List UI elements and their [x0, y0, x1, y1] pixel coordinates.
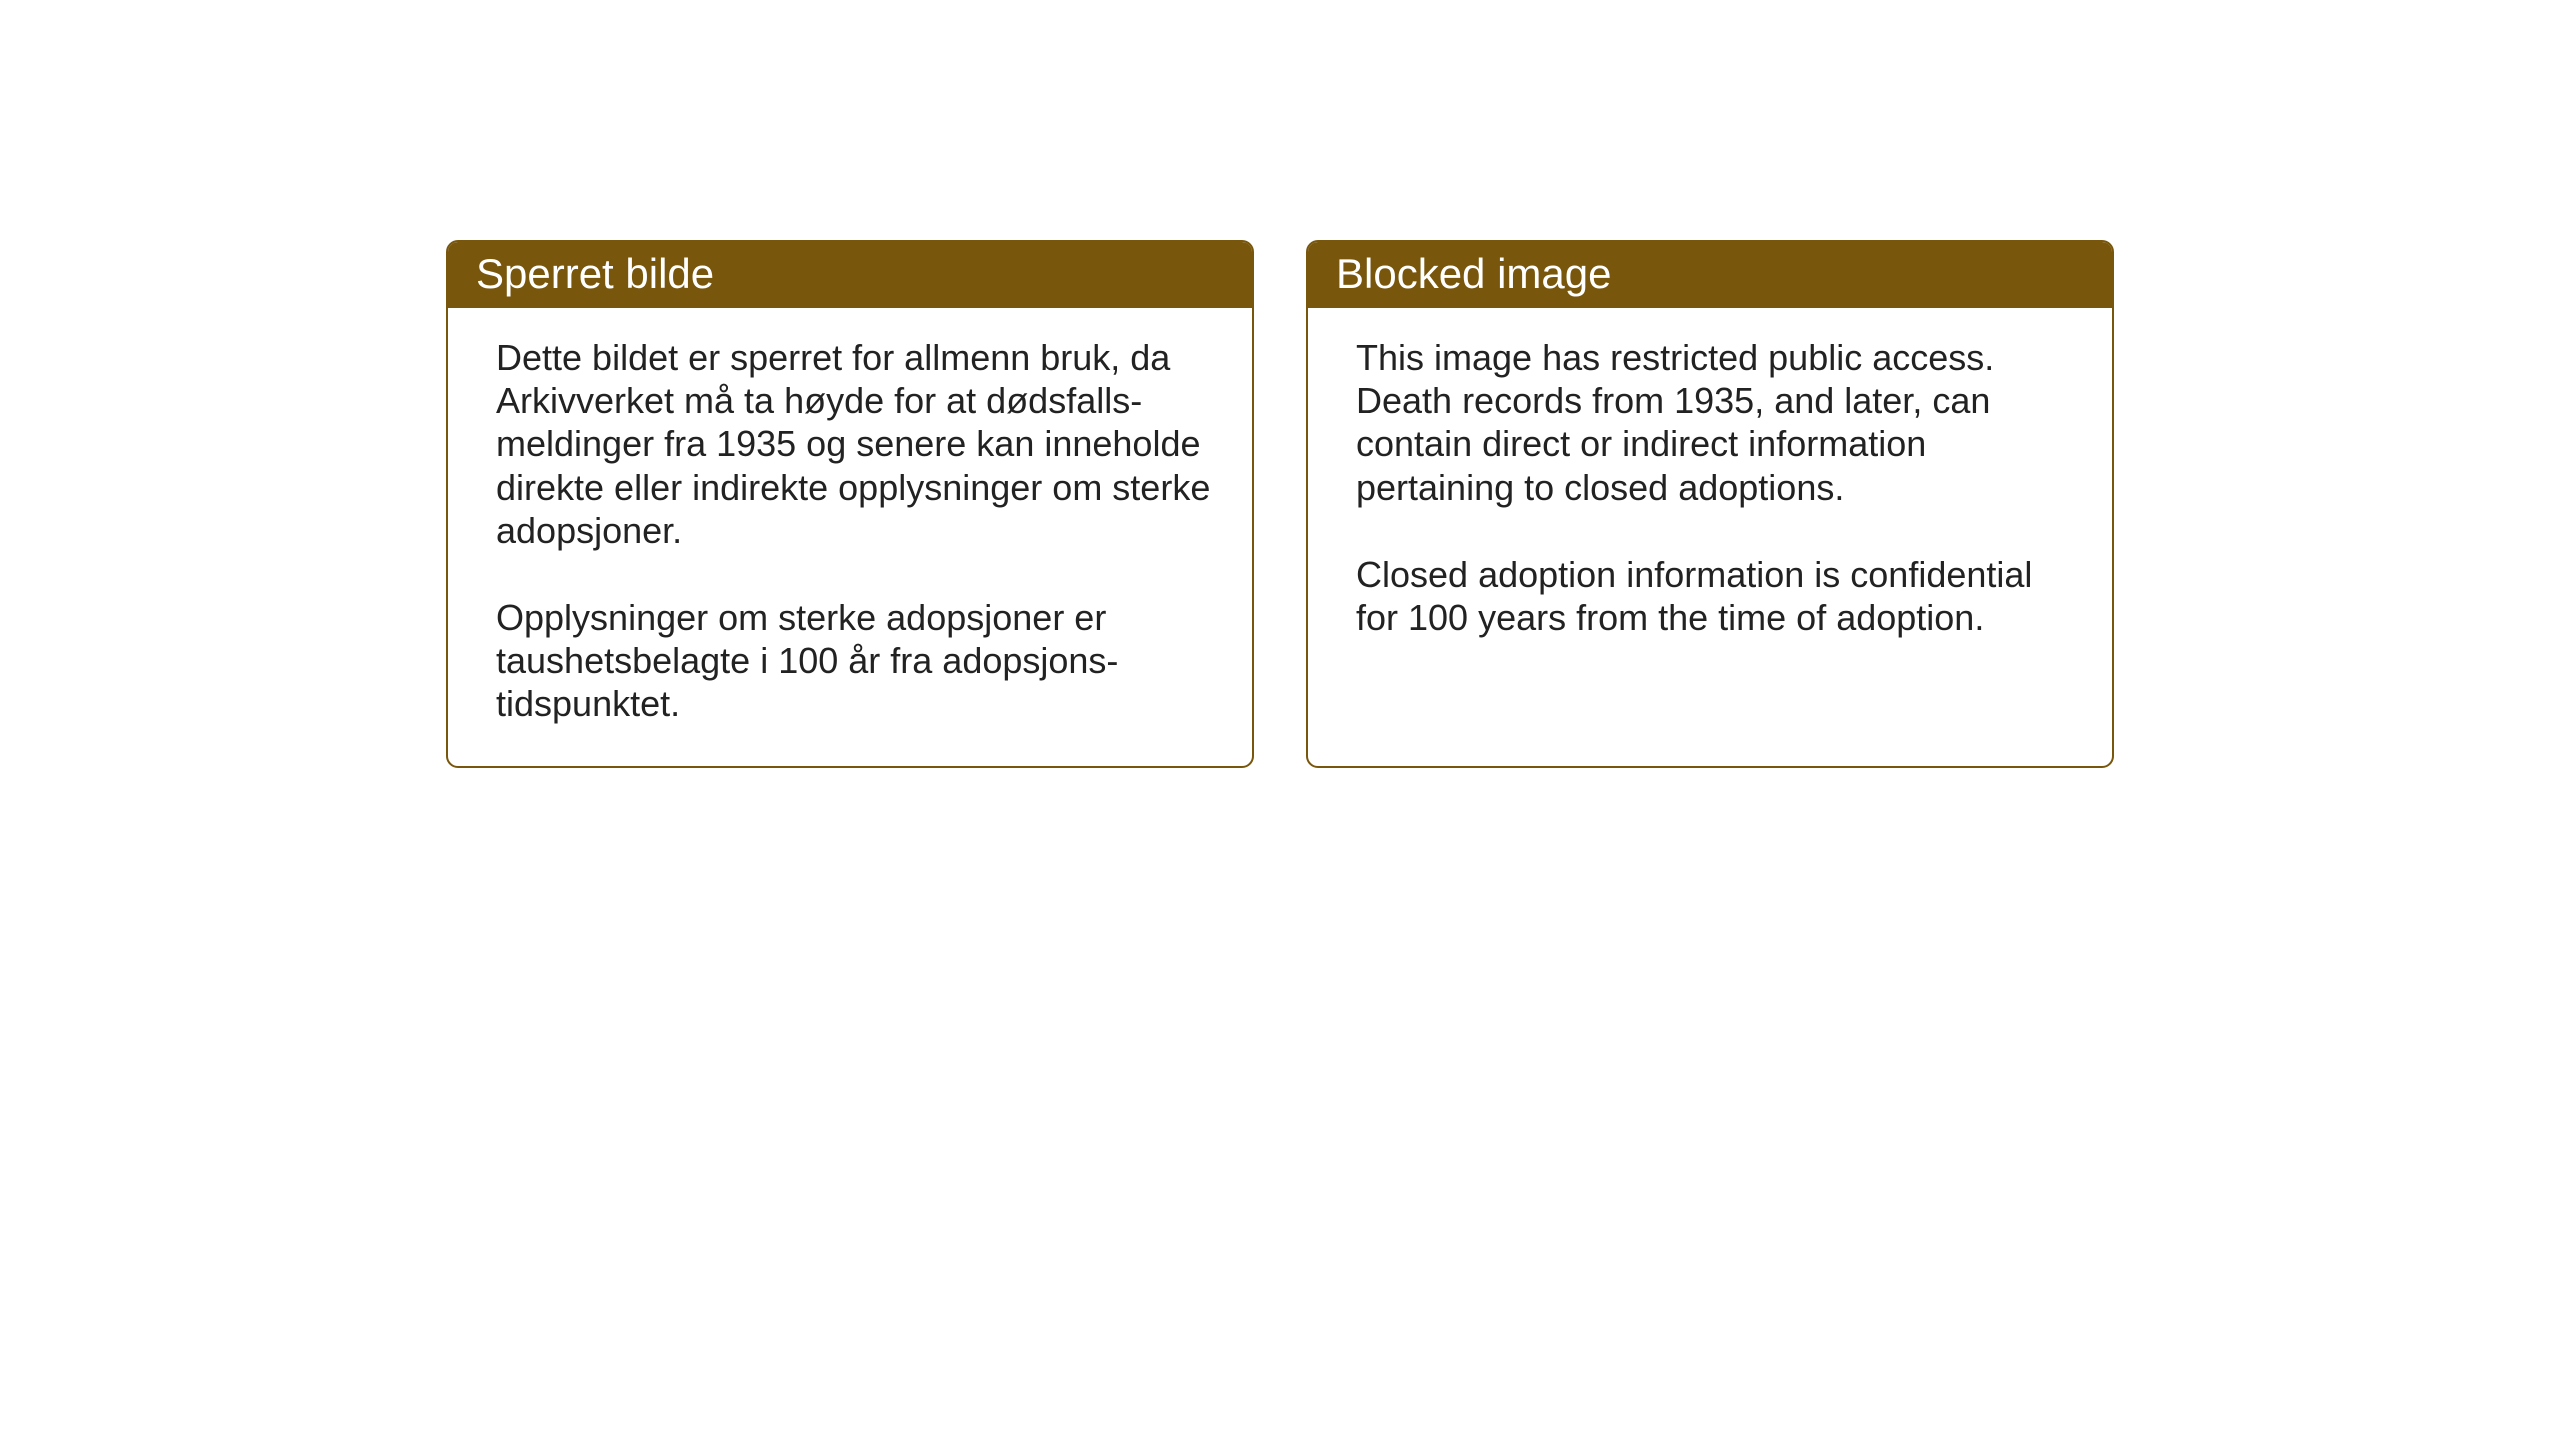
notice-cards-container: Sperret bilde Dette bildet er sperret fo… — [446, 240, 2114, 768]
notice-body-norwegian: Dette bildet er sperret for allmenn bruk… — [448, 308, 1252, 766]
notice-title-english: Blocked image — [1336, 250, 1611, 297]
notice-paragraph-2-norwegian: Opplysninger om sterke adopsjoner er tau… — [496, 596, 1212, 726]
notice-card-english: Blocked image This image has restricted … — [1306, 240, 2114, 768]
notice-body-english: This image has restricted public access.… — [1308, 308, 2112, 679]
notice-card-norwegian: Sperret bilde Dette bildet er sperret fo… — [446, 240, 1254, 768]
notice-title-norwegian: Sperret bilde — [476, 250, 714, 297]
notice-paragraph-1-english: This image has restricted public access.… — [1356, 336, 2072, 509]
notice-header-norwegian: Sperret bilde — [448, 242, 1252, 308]
notice-paragraph-1-norwegian: Dette bildet er sperret for allmenn bruk… — [496, 336, 1212, 552]
notice-paragraph-2-english: Closed adoption information is confident… — [1356, 553, 2072, 639]
notice-header-english: Blocked image — [1308, 242, 2112, 308]
